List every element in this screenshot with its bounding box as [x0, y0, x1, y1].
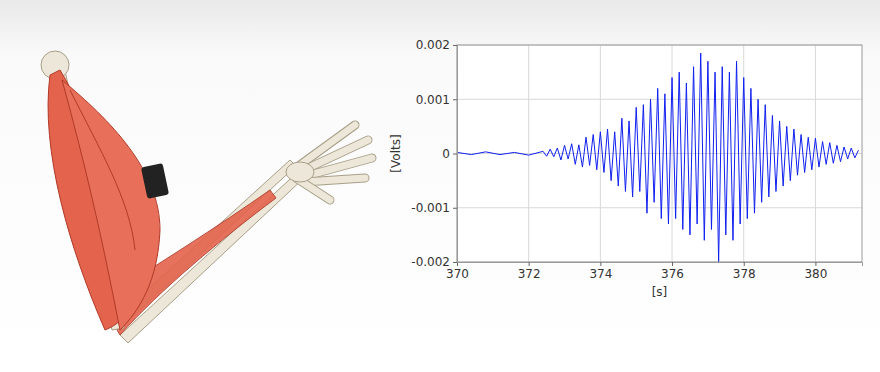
x-tick-label: 372 — [518, 267, 541, 281]
y-tick-mark — [453, 99, 457, 100]
x-tick-label: 374 — [589, 267, 612, 281]
x-axis: 370372374376378380 — [446, 262, 862, 281]
y-tick-mark — [453, 208, 457, 209]
muscle-fiber — [70, 90, 135, 250]
finger-bone — [304, 178, 365, 182]
y-tick: -0.001 — [411, 201, 457, 215]
y-tick-label: -0.001 — [411, 201, 450, 215]
y-axis: -0.002 -0.001 0 0.001 0.002 — [411, 38, 457, 269]
finger-bone — [306, 158, 372, 176]
x-tick-label: 380 — [804, 267, 827, 281]
x-tick: 378 — [733, 262, 756, 281]
finger-bone — [304, 178, 365, 182]
y-axis-title: [Volts] — [389, 134, 403, 172]
y-axis-line — [453, 46, 458, 263]
x-tick: 374 — [589, 262, 612, 281]
x-tick-mark — [672, 262, 673, 266]
y-tick-mark — [453, 262, 457, 263]
x-tick-mark — [529, 262, 530, 266]
x-axis-title: [s] — [652, 285, 668, 299]
x-tick-mark — [815, 262, 816, 266]
y-tick: 0.001 — [416, 93, 457, 107]
y-tick-mark — [453, 45, 457, 46]
y-tick: 0.002 — [416, 38, 457, 52]
x-tick: 372 — [518, 262, 541, 281]
y-grid-line — [457, 99, 862, 100]
finger-bone — [306, 158, 372, 176]
x-axis-line — [458, 263, 863, 267]
plot-marks — [457, 53, 858, 262]
x-tick: 380 — [804, 262, 827, 281]
background — [0, 0, 880, 372]
canvas: 370372374376378380-0.002-0.00100.0010.00… — [0, 0, 880, 372]
y-tick-mark — [453, 154, 457, 155]
wrist — [286, 162, 314, 182]
plot-frame — [457, 45, 862, 262]
arm-illustration — [41, 51, 372, 343]
y-tick-label: -0.002 — [411, 255, 450, 269]
grid — [457, 45, 862, 262]
y-tick-label: 0.002 — [416, 38, 450, 52]
x-tick-label: 376 — [661, 267, 684, 281]
x-tick-mark — [744, 262, 745, 266]
y-tick: 0 — [442, 147, 457, 161]
y-tick: -0.002 — [411, 255, 457, 269]
x-tick-mark — [600, 262, 601, 266]
x-tick: 376 — [661, 262, 684, 281]
x-tick-label: 378 — [733, 267, 756, 281]
emg-sensor — [141, 163, 169, 199]
plot-area — [457, 45, 862, 262]
biceps — [62, 80, 160, 330]
y-grid-line — [457, 207, 862, 208]
signal-line — [457, 53, 858, 262]
y-tick-label: 0.001 — [416, 93, 450, 107]
y-tick-label: 0 — [442, 147, 450, 161]
